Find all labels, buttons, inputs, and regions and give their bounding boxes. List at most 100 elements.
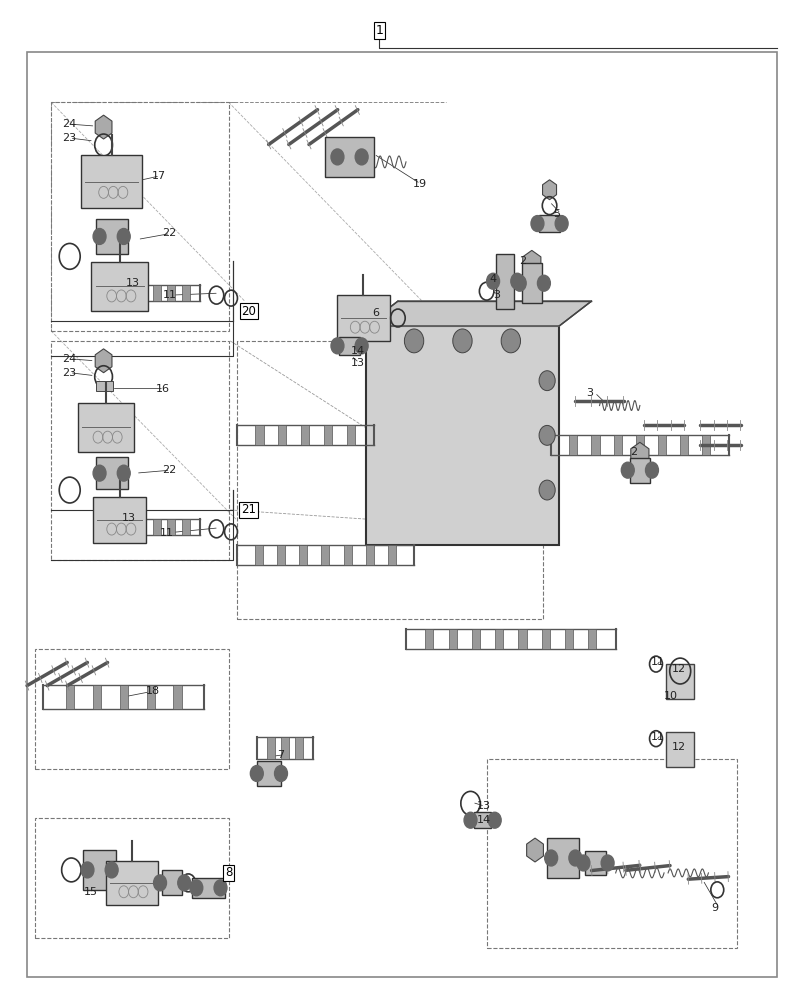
Bar: [277, 545, 285, 565]
Bar: [96, 457, 127, 489]
Circle shape: [93, 229, 106, 244]
Circle shape: [620, 462, 633, 478]
Text: 20: 20: [241, 305, 255, 318]
Bar: [35, 818, 229, 938]
Circle shape: [93, 465, 106, 481]
Bar: [138, 285, 146, 301]
Bar: [51, 341, 229, 560]
Polygon shape: [522, 250, 540, 276]
Polygon shape: [630, 442, 648, 468]
Circle shape: [331, 338, 344, 354]
Bar: [471, 629, 479, 649]
Text: 22: 22: [162, 465, 177, 475]
Bar: [182, 285, 190, 301]
Bar: [255, 425, 264, 445]
Bar: [665, 664, 693, 699]
Bar: [388, 545, 396, 565]
Circle shape: [539, 480, 555, 500]
Bar: [365, 326, 559, 545]
Circle shape: [555, 216, 568, 232]
Circle shape: [530, 216, 543, 232]
Polygon shape: [95, 349, 112, 373]
Bar: [521, 263, 541, 303]
Text: 23: 23: [62, 368, 75, 378]
Bar: [81, 155, 142, 208]
Bar: [92, 685, 101, 709]
Text: 19: 19: [412, 179, 426, 189]
Bar: [119, 685, 127, 709]
Text: 14: 14: [476, 815, 491, 825]
Text: 2: 2: [518, 256, 526, 266]
Bar: [365, 545, 373, 565]
Circle shape: [153, 875, 166, 891]
Circle shape: [513, 275, 526, 291]
Circle shape: [500, 329, 520, 353]
Bar: [448, 629, 456, 649]
Circle shape: [645, 462, 658, 478]
Bar: [167, 285, 175, 301]
Bar: [281, 737, 289, 759]
Circle shape: [117, 465, 130, 481]
Bar: [541, 629, 549, 649]
Bar: [486, 759, 736, 948]
Text: 18: 18: [146, 686, 161, 696]
Bar: [152, 285, 161, 301]
Bar: [51, 102, 229, 331]
Text: 10: 10: [663, 691, 677, 701]
Text: 4: 4: [488, 274, 496, 284]
Circle shape: [117, 229, 130, 244]
Bar: [92, 262, 148, 311]
Bar: [569, 435, 577, 455]
Circle shape: [404, 329, 423, 353]
Polygon shape: [526, 838, 543, 862]
Text: 16: 16: [156, 384, 169, 394]
Text: 24: 24: [62, 354, 75, 364]
Bar: [174, 685, 182, 709]
Circle shape: [250, 766, 263, 781]
Bar: [702, 435, 710, 455]
Polygon shape: [95, 115, 112, 139]
Bar: [473, 812, 491, 828]
Circle shape: [81, 862, 94, 878]
Bar: [236, 341, 543, 619]
Bar: [585, 851, 605, 875]
Bar: [162, 870, 182, 895]
Circle shape: [577, 855, 589, 871]
Bar: [425, 629, 433, 649]
Polygon shape: [365, 301, 590, 326]
Bar: [346, 425, 354, 445]
Bar: [517, 629, 526, 649]
Text: 7: 7: [277, 750, 284, 760]
Bar: [267, 737, 275, 759]
Text: 1: 1: [375, 24, 383, 37]
Text: 12: 12: [672, 742, 685, 752]
Circle shape: [486, 273, 499, 289]
Bar: [495, 629, 503, 649]
Circle shape: [537, 275, 550, 291]
Bar: [588, 629, 595, 649]
Circle shape: [190, 880, 203, 896]
Bar: [324, 425, 332, 445]
Text: 8: 8: [225, 866, 232, 879]
Bar: [294, 737, 303, 759]
Text: 11: 11: [650, 732, 664, 742]
Text: 3: 3: [586, 388, 593, 398]
Text: 13: 13: [126, 278, 140, 288]
Bar: [590, 435, 599, 455]
Circle shape: [178, 875, 191, 891]
Text: 2: 2: [629, 447, 637, 457]
Circle shape: [214, 880, 227, 896]
Circle shape: [600, 855, 613, 871]
Bar: [496, 254, 513, 309]
Bar: [96, 219, 127, 254]
Bar: [255, 545, 263, 565]
Text: 14: 14: [350, 346, 365, 356]
Text: 21: 21: [241, 503, 256, 516]
Text: 9: 9: [710, 903, 717, 913]
Text: 13: 13: [122, 513, 136, 523]
Text: 24: 24: [62, 119, 75, 129]
Bar: [298, 545, 307, 565]
Bar: [147, 685, 154, 709]
Bar: [343, 545, 351, 565]
Circle shape: [354, 338, 367, 354]
